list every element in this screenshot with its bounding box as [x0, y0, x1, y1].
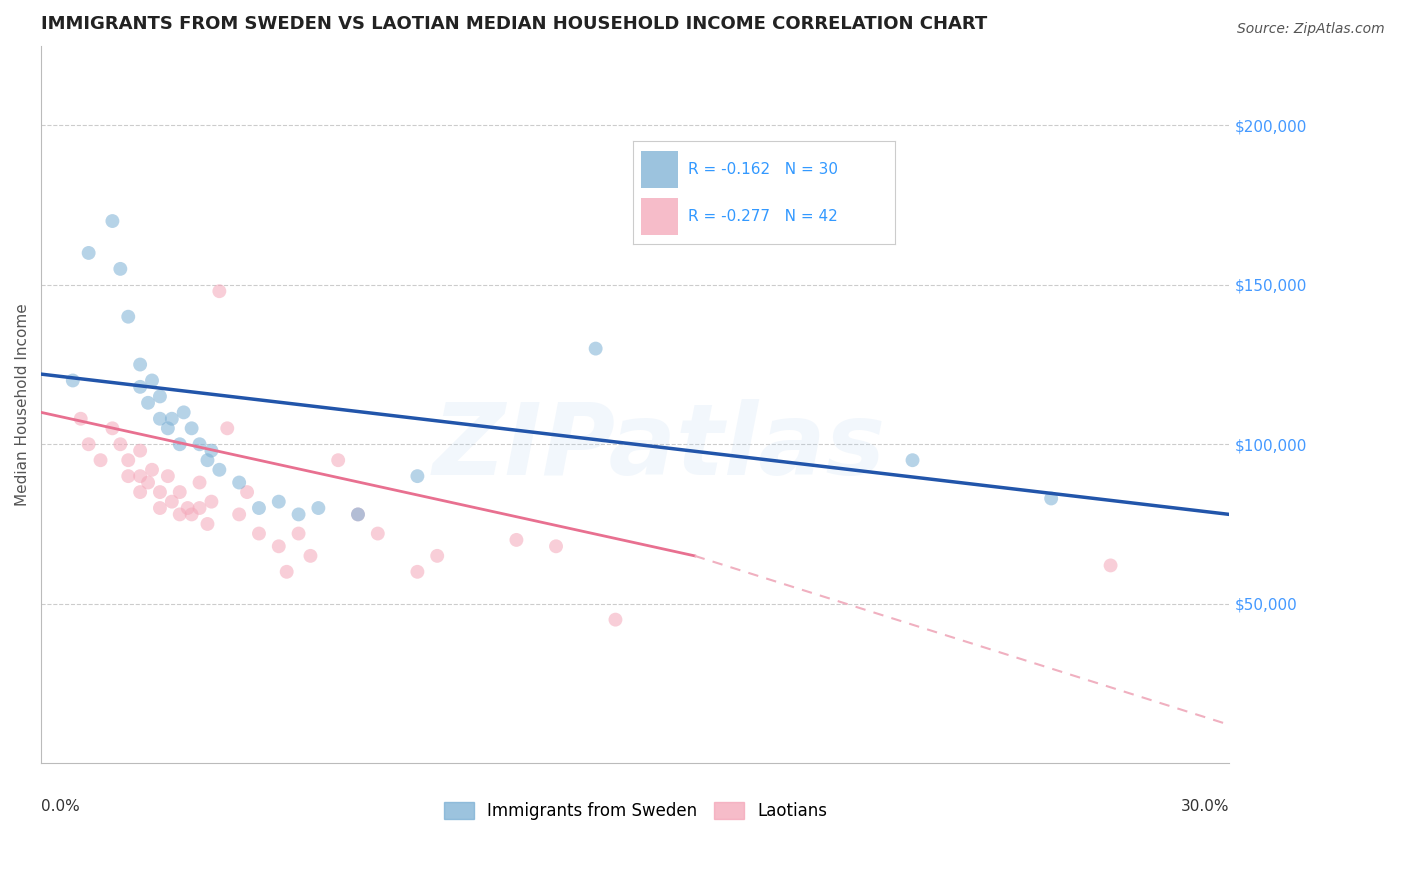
- Point: [208, 463, 231, 477]
- Point: [197, 453, 219, 467]
- Point: [328, 453, 350, 467]
- Y-axis label: Median Household Income: Median Household Income: [15, 303, 30, 506]
- Point: [176, 501, 198, 516]
- Legend: Immigrants from Sweden, Laotians: Immigrants from Sweden, Laotians: [437, 795, 834, 827]
- Point: [169, 508, 191, 522]
- Point: [1099, 558, 1122, 573]
- Point: [901, 453, 924, 467]
- Text: 0.0%: 0.0%: [41, 799, 80, 814]
- Point: [585, 342, 607, 356]
- Point: [367, 526, 389, 541]
- Point: [505, 533, 527, 547]
- Point: [247, 501, 270, 516]
- Point: [117, 453, 139, 467]
- Point: [156, 469, 179, 483]
- Point: [247, 526, 270, 541]
- Point: [89, 453, 111, 467]
- Point: [110, 261, 132, 276]
- Point: [136, 396, 159, 410]
- Point: [228, 475, 250, 490]
- Point: [299, 549, 322, 563]
- Point: [1040, 491, 1063, 506]
- Point: [267, 494, 290, 508]
- Point: [117, 310, 139, 324]
- Point: [287, 508, 309, 522]
- Point: [406, 469, 429, 483]
- Point: [77, 437, 100, 451]
- Point: [228, 508, 250, 522]
- Point: [347, 508, 370, 522]
- Text: ZIPatlas: ZIPatlas: [433, 399, 886, 496]
- Text: 30.0%: 30.0%: [1181, 799, 1229, 814]
- Point: [169, 437, 191, 451]
- Point: [156, 421, 179, 435]
- Point: [276, 565, 298, 579]
- Bar: [641, 151, 678, 187]
- Point: [149, 411, 172, 425]
- Point: [136, 475, 159, 490]
- Point: [149, 485, 172, 500]
- Point: [101, 421, 124, 435]
- Point: [160, 494, 183, 508]
- Point: [77, 246, 100, 260]
- Text: Source: ZipAtlas.com: Source: ZipAtlas.com: [1237, 22, 1385, 37]
- Point: [200, 494, 222, 508]
- Point: [149, 389, 172, 403]
- Point: [605, 613, 627, 627]
- Text: IMMIGRANTS FROM SWEDEN VS LAOTIAN MEDIAN HOUSEHOLD INCOME CORRELATION CHART: IMMIGRANTS FROM SWEDEN VS LAOTIAN MEDIAN…: [41, 15, 987, 33]
- Point: [101, 214, 124, 228]
- Point: [180, 508, 202, 522]
- Text: R = -0.277   N = 42: R = -0.277 N = 42: [689, 209, 838, 224]
- Point: [197, 516, 219, 531]
- Point: [188, 501, 211, 516]
- Point: [141, 374, 163, 388]
- Point: [173, 405, 195, 419]
- Point: [169, 485, 191, 500]
- Point: [129, 380, 152, 394]
- Point: [200, 443, 222, 458]
- Point: [188, 475, 211, 490]
- Point: [406, 565, 429, 579]
- Point: [110, 437, 132, 451]
- Point: [129, 485, 152, 500]
- Bar: [641, 198, 678, 235]
- Point: [129, 358, 152, 372]
- Point: [426, 549, 449, 563]
- Point: [129, 469, 152, 483]
- Point: [129, 443, 152, 458]
- Point: [347, 508, 370, 522]
- Point: [208, 284, 231, 298]
- Point: [287, 526, 309, 541]
- Point: [141, 463, 163, 477]
- Point: [160, 411, 183, 425]
- Text: R = -0.162   N = 30: R = -0.162 N = 30: [689, 161, 838, 177]
- Point: [180, 421, 202, 435]
- Point: [188, 437, 211, 451]
- Point: [62, 374, 84, 388]
- Point: [236, 485, 259, 500]
- Point: [307, 501, 329, 516]
- Point: [149, 501, 172, 516]
- Point: [217, 421, 239, 435]
- Point: [544, 539, 567, 553]
- Point: [267, 539, 290, 553]
- Point: [69, 411, 91, 425]
- Point: [117, 469, 139, 483]
